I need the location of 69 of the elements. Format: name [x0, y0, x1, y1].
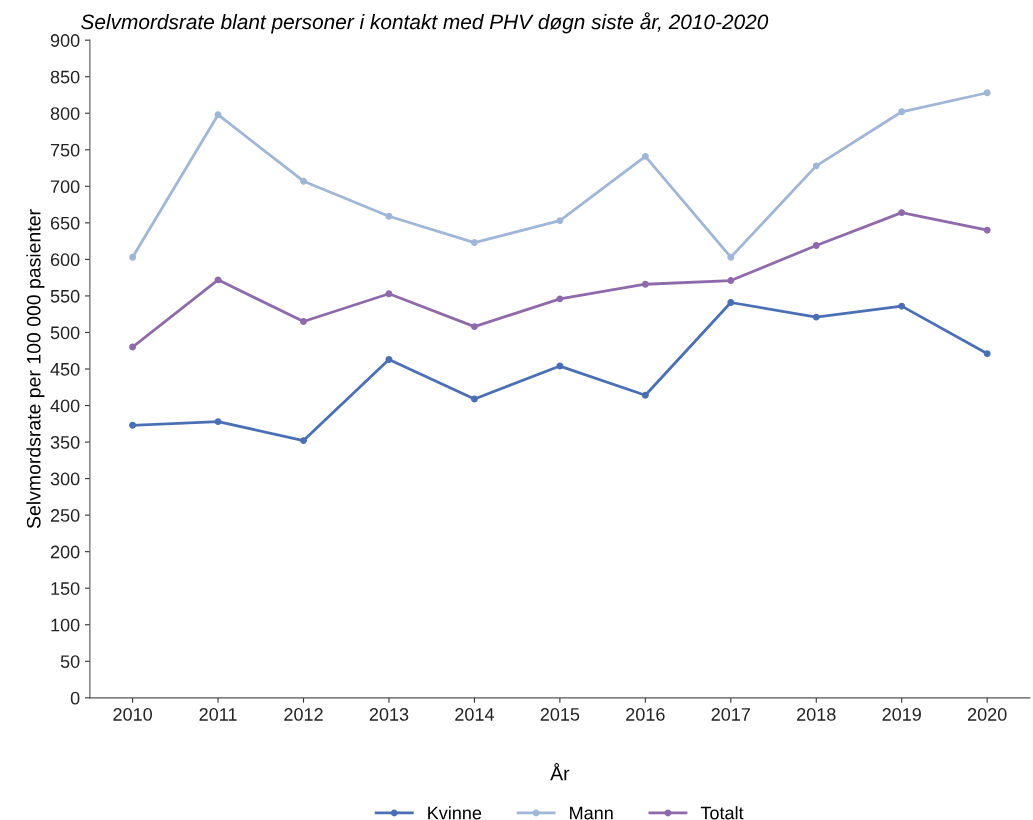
legend-label: Mann — [570, 806, 613, 820]
x-tick-label: 2017 — [711, 708, 750, 721]
y-tick-label: 250 — [50, 509, 80, 522]
point — [812, 162, 820, 170]
y-tick-label: 200 — [50, 545, 80, 559]
y-tick-label: 850 — [50, 70, 80, 84]
point — [983, 350, 991, 358]
point — [641, 391, 649, 399]
y-tick-label: 900 — [50, 34, 80, 47]
point — [470, 239, 478, 247]
y-tick-label: 600 — [50, 253, 80, 267]
y-tick-label: 650 — [50, 216, 80, 230]
y-tick-label: 350 — [50, 436, 80, 449]
x-tick-label: 2020 — [968, 708, 1007, 721]
point — [556, 217, 564, 225]
point — [556, 295, 564, 303]
y-tick-label: 500 — [50, 326, 80, 340]
y-tick-label: 700 — [50, 180, 80, 194]
point — [385, 356, 393, 363]
y-tick-label: 50 — [60, 655, 80, 668]
legend-label: Totalt — [700, 806, 744, 820]
chart-title: Selvmordsrate blant personer i kontakt med PHV døgn siste år, 2010-2020 — [81, 12, 769, 34]
point — [898, 108, 906, 116]
y-tick-label: 300 — [50, 472, 80, 486]
point — [385, 290, 393, 298]
x-tick-label: 2015 — [540, 708, 580, 721]
point — [727, 277, 735, 285]
legend-label: Kvinne — [428, 806, 482, 820]
y-axis-title: Selvmordsrate per 100 000 pasienter — [26, 209, 45, 529]
point — [556, 362, 564, 370]
point — [727, 253, 735, 261]
x-tick-label: 2011 — [199, 708, 237, 721]
y-tick-label: 150 — [51, 582, 80, 595]
point — [983, 89, 991, 97]
y-tick-label: 100 — [51, 618, 80, 632]
y-tick-label: 0 — [70, 691, 80, 705]
point — [641, 152, 649, 160]
x-tick-label: 2019 — [882, 708, 921, 721]
y-tick-label: 750 — [50, 143, 80, 157]
point — [385, 212, 393, 220]
point — [300, 318, 307, 325]
x-tick-label: 2010 — [113, 708, 152, 721]
x-tick-label: 2014 — [455, 708, 494, 721]
point — [129, 343, 137, 351]
point — [641, 280, 649, 288]
point — [470, 323, 478, 331]
point — [727, 299, 735, 306]
x-tick-label: 2016 — [626, 708, 665, 721]
point — [300, 437, 307, 445]
point — [129, 421, 137, 429]
point — [214, 276, 222, 284]
point — [898, 209, 906, 217]
x-axis-title: År — [550, 763, 570, 781]
x-tick-label: 2018 — [797, 708, 836, 721]
point — [812, 313, 820, 321]
point — [214, 418, 222, 426]
x-tick-label: 2012 — [284, 708, 323, 721]
point — [214, 111, 222, 119]
y-tick-label: 400 — [50, 399, 80, 413]
x-tick-label: 2013 — [369, 708, 409, 721]
point — [129, 253, 137, 261]
point — [812, 242, 820, 249]
point — [470, 395, 478, 403]
point — [300, 177, 307, 185]
point — [983, 226, 991, 234]
y-tick-label: 550 — [50, 289, 80, 303]
y-tick-label: 800 — [50, 107, 80, 120]
y-tick-label: 450 — [50, 362, 80, 376]
point — [898, 302, 906, 310]
